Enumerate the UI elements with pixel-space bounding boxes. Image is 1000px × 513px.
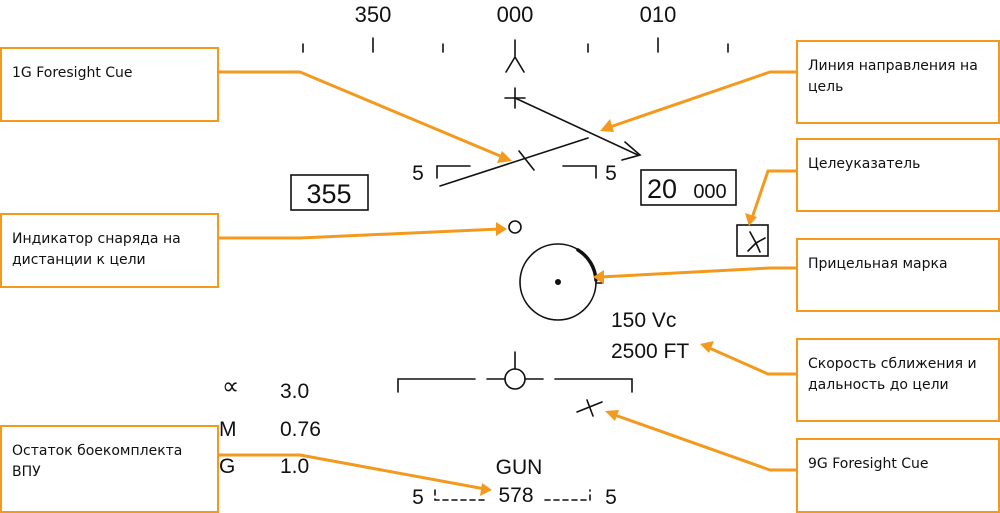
leader-bullet-indicator — [217, 227, 502, 240]
mach-value: 0.76 — [280, 418, 321, 441]
waterline-circle — [504, 368, 526, 390]
callout-target-line: Линия направления на цель — [796, 40, 1000, 124]
heading-value: 355 — [306, 179, 351, 209]
horizon-line-right — [554, 378, 633, 393]
bottom-right-label: 5 — [605, 486, 617, 509]
arrowhead-bullet-indicator — [496, 222, 507, 236]
pitch-bracket-left — [436, 165, 471, 179]
leader-target-line — [605, 70, 798, 130]
heading-box — [290, 174, 369, 211]
arrowhead-closure-range — [700, 341, 714, 353]
bottom-left-label: 5 — [412, 486, 424, 509]
arrowhead-aiming-reticle — [593, 270, 604, 284]
foresight-9g-cross — [576, 399, 603, 417]
aiming-reticle-circle — [519, 243, 597, 321]
callout-foresight-1g: 1G Foresight Cue — [0, 47, 219, 122]
heading-scale-ticks — [302, 37, 729, 53]
leader-foresight-9g — [610, 412, 798, 472]
arrowhead-target-designator — [745, 213, 757, 226]
weapon-mode: GUN — [496, 456, 543, 479]
arrowhead-ammo — [480, 483, 492, 496]
alpha-value: 3.0 — [280, 380, 309, 403]
pitch-ladder-right-label: 5 — [605, 162, 617, 185]
foresight-1g-cross — [518, 150, 535, 171]
closure-rate: 150 Vc — [611, 309, 676, 332]
horizon-line-left — [397, 378, 476, 393]
leader-ammo — [217, 453, 487, 491]
rounds-remaining: 578 — [498, 484, 533, 507]
g-label: G — [219, 455, 235, 478]
leader-foresight-1g — [217, 70, 507, 160]
leader-target-designator — [750, 169, 798, 220]
heading-label-010: 010 — [640, 2, 677, 27]
alpha-symbol: ∝ — [222, 373, 239, 400]
arrowhead-foresight-9g — [605, 410, 619, 421]
target-direction-line — [514, 97, 639, 156]
target-range: 2500 FT — [611, 340, 689, 363]
callout-target-designator: Целеуказатель — [796, 138, 1000, 212]
rounds-bracket — [434, 489, 591, 501]
foresight-1g-line — [439, 137, 589, 187]
callout-foresight-9g: 9G Foresight Cue — [796, 438, 1000, 513]
heading-caret — [505, 39, 525, 73]
mach-label: M — [219, 418, 237, 441]
arrowhead-target-line — [600, 119, 614, 132]
target-designator-mark — [747, 231, 766, 253]
aiming-pipper — [555, 279, 561, 285]
target-designator-box — [736, 224, 769, 257]
target-direction-arrow — [621, 141, 642, 161]
altitude-box — [640, 169, 737, 206]
aiming-reticle-arc — [576, 248, 598, 282]
callout-aiming-reticle: Прицельная марка — [796, 238, 1000, 312]
callout-ammo-remaining: Остаток боекомплекта ВПУ — [0, 425, 219, 513]
altitude-major: 20 — [647, 174, 677, 204]
arrowhead-foresight-1g — [497, 151, 512, 163]
waterline-wings — [486, 351, 544, 380]
altitude-minor: 000 — [693, 181, 726, 203]
pitch-ladder-left-label: 5 — [412, 162, 424, 185]
g-value: 1.0 — [280, 455, 309, 478]
heading-label-350: 350 — [355, 2, 392, 27]
heading-label-000: 000 — [497, 2, 534, 27]
callout-bullet-indicator: Индикатор снаряда на дистанции к цели — [0, 213, 219, 288]
pitch-bracket-right — [562, 165, 597, 179]
leader-aiming-reticle — [598, 266, 798, 279]
callout-closure-range: Скорость сближения и дальность до цели — [796, 338, 1000, 422]
leader-closure-range — [705, 345, 798, 376]
bullet-indicator-circle — [508, 220, 522, 234]
